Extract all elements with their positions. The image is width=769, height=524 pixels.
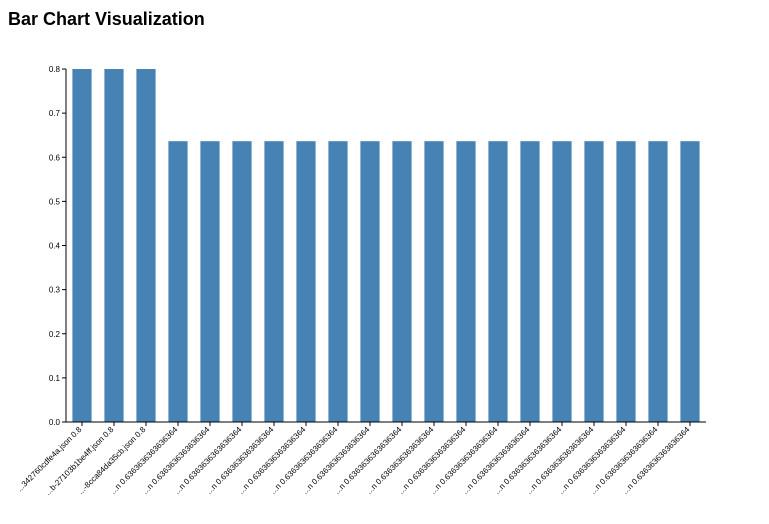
bar — [72, 69, 92, 422]
bar — [104, 69, 124, 422]
y-tick-label: 0.4 — [49, 242, 61, 251]
y-tick-label: 0.0 — [49, 418, 61, 427]
bar — [552, 141, 572, 422]
bars-group — [72, 69, 700, 422]
y-axis: 0.0 0.1 0.2 0.3 0.4 0.5 0.6 0.7 0.8 — [49, 65, 67, 427]
bar — [424, 141, 444, 422]
y-tick-label: 0.5 — [49, 197, 61, 206]
y-tick-label: 0.6 — [49, 153, 61, 162]
y-tick-label: 0.8 — [49, 65, 61, 74]
bar — [584, 141, 604, 422]
x-axis: ...342760cdfe4a.json 0.8...b-27103b1be4f… — [15, 421, 706, 497]
bar — [648, 141, 668, 422]
bar — [136, 69, 156, 422]
bar — [456, 141, 476, 422]
page-title: Bar Chart Visualization — [8, 9, 205, 29]
x-tick-label: ...342760cdfe4a.json 0.8 — [15, 425, 84, 494]
y-tick-label: 0.7 — [49, 109, 61, 118]
bar — [296, 141, 316, 422]
bar — [680, 141, 700, 422]
bar — [232, 141, 252, 422]
y-tick-label: 0.3 — [49, 286, 61, 295]
bar — [488, 141, 508, 422]
bar — [616, 141, 636, 422]
y-tick-label: 0.2 — [49, 330, 61, 339]
bar — [328, 141, 348, 422]
x-tick-label: ...n 0.6363636363636364 — [621, 425, 692, 496]
bar — [168, 141, 188, 422]
bar — [200, 141, 220, 422]
bar — [392, 141, 412, 422]
bar — [264, 141, 284, 422]
bar — [360, 141, 380, 422]
y-tick-label: 0.1 — [49, 374, 61, 383]
bar — [520, 141, 540, 422]
chart-area: 0.0 0.1 0.2 0.3 0.4 0.5 0.6 0.7 0.8 ...342760cdf… — [15, 65, 706, 497]
